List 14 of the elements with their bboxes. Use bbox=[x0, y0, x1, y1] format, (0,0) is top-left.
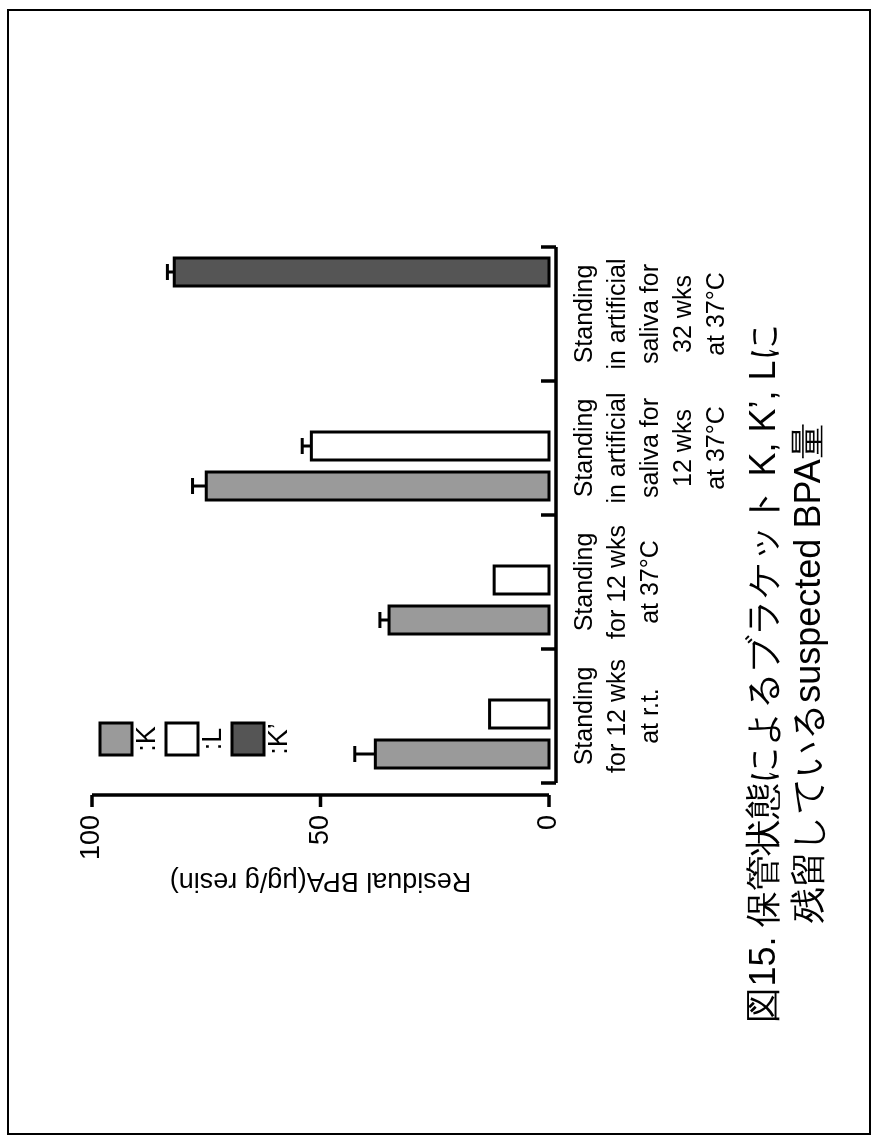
x-tick-label: 50 bbox=[303, 815, 334, 846]
y-tick-label: Standing for 12 wks at 37°C bbox=[569, 525, 663, 639]
x-tick-label: 0 bbox=[532, 815, 563, 831]
legend-label: :K bbox=[131, 726, 162, 752]
text: 図15. 保管状態によるブラケット K, K’, Lに残留しているsuspected BPA量 bbox=[742, 323, 828, 1023]
x-axis-title: Residual BPA(μg/g resin) bbox=[169, 866, 472, 897]
y-tick-label: Standing in artificial saliva for 32 wks at 37°C bbox=[569, 258, 729, 370]
y-tick-label: Standing for 12 wks at r.t. bbox=[569, 659, 663, 773]
legend-label: :K’ bbox=[263, 723, 294, 755]
legend-label: :L bbox=[197, 727, 228, 751]
y-tick-label: Standing in artificial saliva for 12 wks at 37°C bbox=[569, 392, 729, 504]
bar bbox=[488, 698, 551, 730]
x-tick-label: 100 bbox=[75, 815, 106, 861]
bar bbox=[492, 564, 551, 596]
